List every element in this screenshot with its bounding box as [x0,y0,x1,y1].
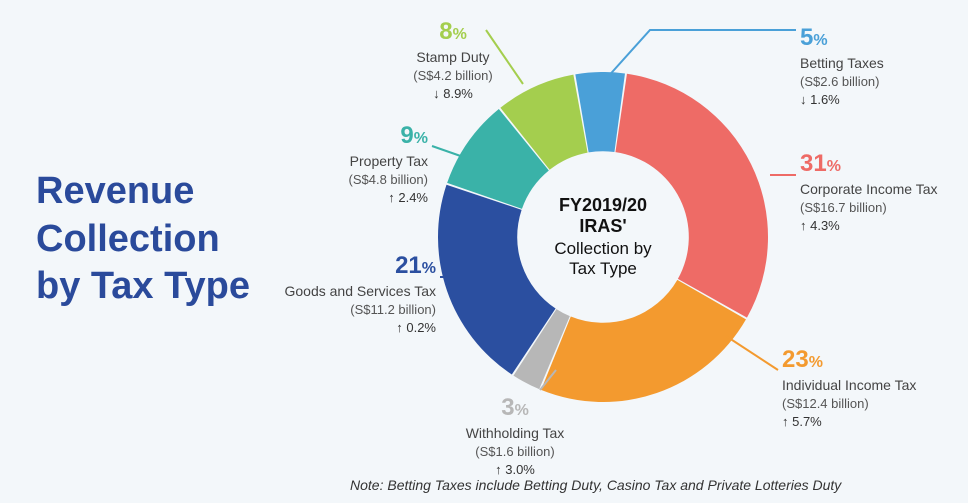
label-withholding: 3%Withholding Tax(S$1.6 billion)↑ 3.0% [435,392,595,478]
page-title: Revenue Collection by Tax Type [36,168,250,311]
name-property: Property Tax [298,152,428,171]
delta-stamp: ↓ 8.9% [388,85,518,103]
title-line: Revenue [36,168,250,216]
label-individual: 23%Individual Income Tax(S$12.4 billion)… [782,344,952,430]
pct-withholding: 3% [435,392,595,424]
center-line-1: FY2019/20 [559,195,647,216]
value-stamp: (S$4.2 billion) [388,67,518,85]
value-corporate: (S$16.7 billion) [800,199,950,217]
pct-betting: 5% [800,22,940,54]
footnote: Note: Betting Taxes include Betting Duty… [350,477,841,493]
delta-property: ↑ 2.4% [298,189,428,207]
center-line-3: Collection by [554,239,651,259]
delta-corporate: ↑ 4.3% [800,217,950,235]
title-line: by Tax Type [36,263,250,311]
name-stamp: Stamp Duty [388,48,518,67]
delta-individual: ↑ 5.7% [782,413,952,431]
delta-gst: ↑ 0.2% [268,319,436,337]
value-withholding: (S$1.6 billion) [435,443,595,461]
label-corporate: 31%Corporate Income Tax(S$16.7 billion)↑… [800,148,950,234]
label-stamp: 8%Stamp Duty(S$4.2 billion)↓ 8.9% [388,16,518,102]
pct-individual: 23% [782,344,952,376]
label-gst: 21%Goods and Services Tax(S$11.2 billion… [268,250,436,336]
center-line-2: IRAS' [579,216,626,237]
pct-property: 9% [298,120,428,152]
pct-stamp: 8% [388,16,518,48]
name-gst: Goods and Services Tax [268,282,436,301]
delta-betting: ↓ 1.6% [800,91,940,109]
chart-center-label: FY2019/20 IRAS' Collection by Tax Type [438,72,768,402]
name-corporate: Corporate Income Tax [800,180,950,199]
label-betting: 5%Betting Taxes(S$2.6 billion)↓ 1.6% [800,22,940,108]
label-property: 9%Property Tax(S$4.8 billion)↑ 2.4% [298,120,428,206]
name-betting: Betting Taxes [800,54,940,73]
name-withholding: Withholding Tax [435,424,595,443]
name-individual: Individual Income Tax [782,376,952,395]
delta-withholding: ↑ 3.0% [435,461,595,479]
pct-gst: 21% [268,250,436,282]
value-gst: (S$11.2 billion) [268,301,436,319]
value-property: (S$4.8 billion) [298,171,428,189]
donut-chart: FY2019/20 IRAS' Collection by Tax Type [438,72,768,402]
center-line-4: Tax Type [569,259,637,279]
pct-corporate: 31% [800,148,950,180]
title-line: Collection [36,216,250,264]
value-individual: (S$12.4 billion) [782,395,952,413]
value-betting: (S$2.6 billion) [800,73,940,91]
